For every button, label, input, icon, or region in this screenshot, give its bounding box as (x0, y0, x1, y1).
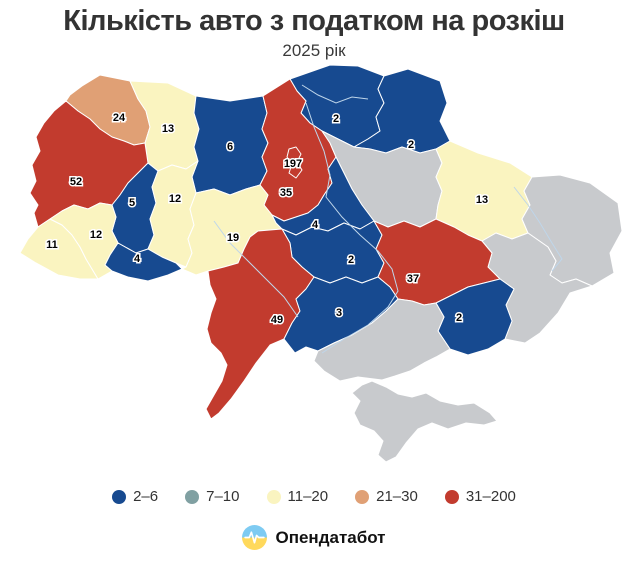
legend-color-dot (112, 489, 127, 504)
footer: Опендатабот (0, 525, 628, 550)
ukraine-map: 24 13 6 2 2 35 197 13 52 5 12 11 12 4 19 4 2 37 2 49 3 (19, 64, 623, 463)
region-value-chernihiv: 2 (333, 113, 339, 125)
region-crimea[interactable] (351, 380, 498, 463)
legend-color-dot (185, 489, 200, 504)
river-line (513, 186, 563, 272)
page-subtitle: 2025 рік (282, 41, 346, 60)
region-value-ternopil: 5 (129, 197, 135, 209)
region-ivano-frankivsk[interactable] (49, 202, 119, 280)
region-value-odesa: 49 (271, 314, 283, 326)
region-value-kirovohrad: 2 (348, 254, 354, 266)
river-line (213, 220, 299, 318)
legend-item: 21–30 (355, 488, 418, 505)
legend-label: 11–20 (287, 488, 329, 505)
legend-label: 31–200 (465, 488, 516, 505)
region-value-zakarpattia: 11 (46, 239, 58, 251)
region-chernivtsi[interactable] (104, 242, 183, 282)
river-line (301, 84, 369, 104)
legend-label: 21–30 (376, 488, 418, 505)
brand-name: Опендатабот (275, 527, 386, 547)
region-value-kyiv-obl: 35 (280, 187, 292, 199)
legend-item: 11–20 (266, 488, 329, 505)
region-value-ivano-frankivsk: 12 (90, 229, 102, 241)
region-value-khmelnytskyi: 12 (169, 193, 181, 205)
region-kherson[interactable] (313, 298, 451, 382)
region-value-kharkiv: 13 (476, 194, 488, 206)
region-khmelnytskyi[interactable] (147, 160, 199, 268)
page-title: Кількість авто з податком на розкіш (63, 5, 565, 37)
region-value-vinnytsia: 19 (227, 232, 239, 244)
region-value-lviv: 52 (70, 176, 82, 188)
region-value-chernivtsi: 4 (134, 253, 141, 265)
region-value-mykolaiv: 3 (336, 307, 342, 319)
river-line (305, 102, 399, 354)
region-value-sumy: 2 (408, 139, 414, 151)
region-value-zaporizhzhia: 2 (456, 312, 462, 324)
region-value-volyn: 24 (113, 112, 126, 124)
legend-label: 7–10 (206, 488, 240, 505)
opendatabot-logo-icon (242, 525, 268, 550)
legend-color-dot (355, 489, 370, 504)
region-value-rivne: 13 (162, 123, 174, 135)
legend-item: 2–6 (112, 488, 158, 505)
legend-color-dot (266, 489, 281, 504)
legend-item: 31–200 (444, 488, 516, 505)
region-value-dnipropetrovsk: 37 (407, 273, 419, 285)
legend-color-dot (444, 489, 459, 504)
region-value-cherkasy: 4 (312, 219, 319, 231)
region-value-kyiv-city: 197 (284, 158, 302, 170)
legend-label: 2–6 (133, 488, 159, 505)
region-kyiv-city[interactable] (286, 146, 303, 179)
legend-item: 7–10 (185, 488, 240, 505)
header: Кількість авто з податком на розкіш 2025… (0, 0, 628, 61)
region-value-zhytomyr: 6 (227, 141, 233, 153)
legend: 2–6 7–10 11–20 21–30 31–200 (0, 488, 628, 505)
